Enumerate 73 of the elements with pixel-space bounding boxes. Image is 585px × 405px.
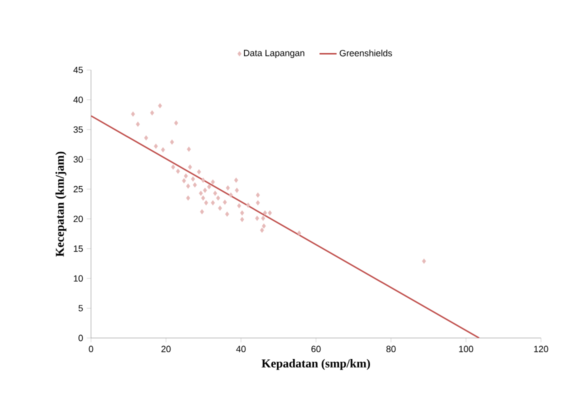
point	[234, 188, 239, 193]
point	[150, 110, 154, 116]
point	[255, 216, 260, 221]
point	[197, 169, 202, 174]
point	[256, 192, 260, 198]
point	[198, 190, 203, 196]
point	[228, 192, 233, 198]
point	[256, 200, 260, 206]
point	[213, 190, 218, 196]
point	[171, 164, 176, 170]
y-tick-label: 25	[74, 186, 83, 192]
y-tick-label: 35	[74, 126, 83, 133]
point	[186, 146, 191, 152]
point	[234, 178, 238, 183]
point	[204, 200, 208, 206]
y-tick-label: 20	[74, 216, 83, 222]
x-tick-label: 60	[311, 346, 321, 352]
x-tick-label: 100	[459, 346, 474, 352]
x-tick-label: 0	[88, 346, 94, 352]
point	[260, 228, 264, 233]
point	[131, 111, 136, 117]
point	[216, 195, 220, 201]
x-tick-label: 80	[386, 346, 396, 352]
point	[192, 182, 197, 188]
y-tick-label: 45	[73, 66, 83, 74]
x-tick-label: 20	[161, 346, 171, 352]
point	[201, 195, 206, 201]
point	[262, 223, 266, 229]
legend-label: Greenshields	[340, 50, 392, 56]
point	[182, 178, 186, 184]
point	[297, 230, 302, 236]
point	[191, 176, 196, 182]
point	[226, 185, 230, 191]
point	[422, 258, 426, 264]
y-axis-title: Kecepatan (km/jam)	[55, 152, 66, 257]
point	[201, 178, 206, 183]
point	[203, 188, 208, 193]
point	[186, 195, 190, 201]
point	[218, 206, 222, 211]
point	[237, 203, 242, 208]
y-tick-label: 0	[78, 334, 83, 342]
point	[210, 200, 215, 206]
point	[158, 103, 162, 108]
point	[184, 173, 188, 179]
point	[188, 164, 192, 170]
x-tick-label: 120	[534, 346, 548, 352]
point	[174, 120, 178, 126]
y-tick-label: 15	[74, 246, 83, 252]
y-tick-label: 30	[74, 156, 83, 163]
point	[176, 168, 180, 174]
y-tick-label: 10	[74, 275, 83, 282]
point	[154, 144, 158, 149]
x-tick-label: 40	[236, 346, 246, 352]
point	[200, 209, 204, 214]
point	[268, 210, 272, 216]
point	[136, 122, 140, 127]
x-axis-title: Kepadatan (smp/km)	[262, 359, 370, 370]
point	[186, 184, 190, 189]
point	[222, 200, 227, 205]
point	[240, 216, 244, 222]
point	[246, 202, 250, 208]
point	[263, 210, 268, 216]
point	[210, 179, 215, 185]
point	[144, 135, 148, 140]
point	[261, 216, 266, 221]
point	[207, 184, 212, 190]
point	[161, 147, 165, 152]
legend-label: Data Lapangan	[244, 50, 304, 58]
point	[170, 139, 174, 145]
point	[225, 212, 230, 217]
y-tick-label: 5	[78, 305, 83, 312]
point	[240, 210, 244, 216]
y-tick-label: 40	[73, 96, 83, 103]
